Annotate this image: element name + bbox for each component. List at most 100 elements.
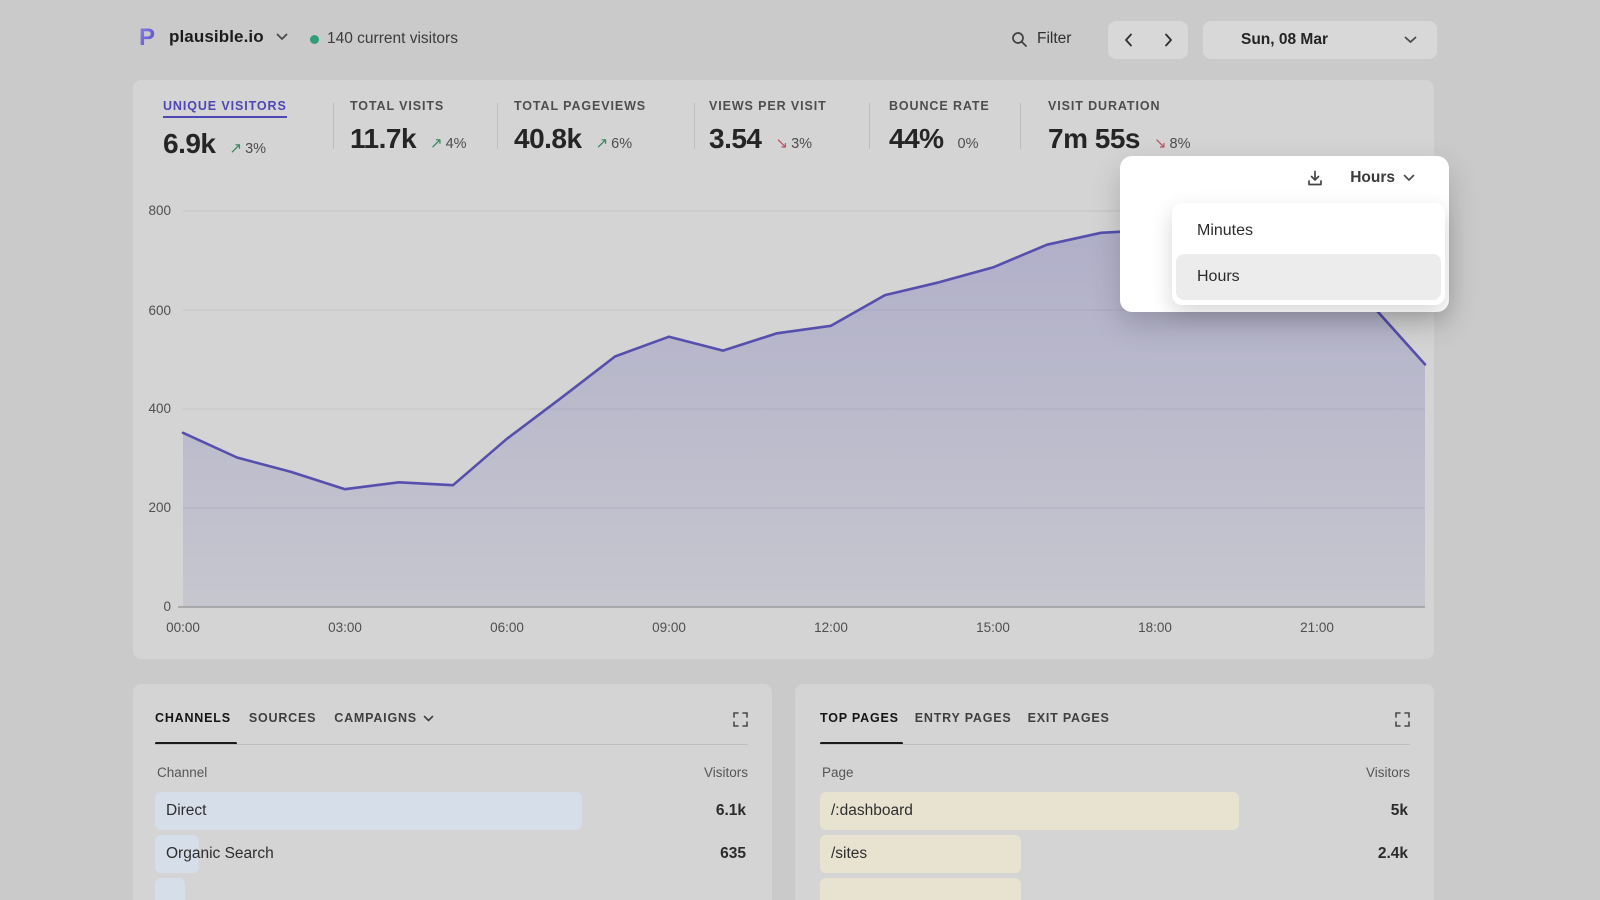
- tab-campaigns[interactable]: CAMPAIGNS: [334, 711, 434, 725]
- row-bar: [820, 792, 1239, 830]
- row-bar: [155, 878, 185, 900]
- y-tick-label: 600: [148, 303, 171, 318]
- expand-button[interactable]: [730, 709, 750, 729]
- fullscreen-icon: [1394, 711, 1410, 727]
- stat-value: 11.7k: [350, 123, 417, 154]
- divider: [155, 744, 748, 745]
- filter-label: Filter: [1037, 30, 1072, 47]
- download-icon: [1308, 170, 1323, 186]
- stat-value: 40.8k: [514, 123, 582, 154]
- x-tick-label: 15:00: [976, 620, 1010, 635]
- tab-exit-pages[interactable]: EXIT PAGES: [1027, 711, 1110, 725]
- date-nav: [1108, 21, 1188, 59]
- x-tick-label: 00:00: [166, 620, 200, 635]
- y-tick-label: 800: [148, 203, 171, 218]
- active-tab-underline: [155, 742, 237, 745]
- row-value: 2.4k: [1377, 845, 1408, 862]
- tab-entry-pages[interactable]: ENTRY PAGES: [914, 711, 1012, 725]
- x-tick-label: 03:00: [328, 620, 362, 635]
- y-tick-label: 0: [163, 599, 171, 614]
- stat-change: 0%: [957, 136, 979, 152]
- column-header-visitors: Visitors: [703, 765, 748, 780]
- stat-label: UNIQUE VISITORS: [163, 99, 287, 118]
- column-header-channel: Channel: [157, 765, 208, 780]
- stat-views-per-visit[interactable]: VIEWS PER VISIT 3.54 ↘ 3%: [709, 99, 827, 155]
- tab-top-pages[interactable]: TOP PAGES: [820, 711, 899, 725]
- divider: [694, 103, 695, 149]
- menu-item-minutes[interactable]: Minutes: [1197, 222, 1254, 239]
- site-switcher[interactable]: P plausible.io: [138, 24, 288, 50]
- stat-total-pageviews[interactable]: TOTAL PAGEVIEWS 40.8k ↗ 6%: [514, 99, 646, 155]
- interval-selector-button[interactable]: Hours: [1350, 169, 1415, 187]
- stat-value: 44%: [889, 123, 944, 154]
- menu-item-hours[interactable]: Hours: [1176, 254, 1441, 300]
- up-arrow-icon: ↗: [430, 135, 443, 152]
- stat-change: ↗ 6%: [595, 135, 633, 152]
- up-arrow-icon: ↗: [595, 135, 609, 152]
- prev-date-button[interactable]: [1108, 21, 1148, 59]
- date-picker-button[interactable]: Sun, 08 Mar: [1203, 21, 1437, 59]
- divider: [820, 744, 1410, 745]
- y-tick-label: 200: [148, 500, 171, 515]
- row-bar: [820, 835, 1021, 873]
- table-row[interactable]: /sites 2.4k: [820, 835, 1410, 873]
- divider: [1020, 103, 1021, 149]
- next-date-button[interactable]: [1148, 21, 1188, 59]
- stat-value: 3.54: [709, 123, 762, 154]
- stat-value: 6.9k: [163, 128, 216, 159]
- row-bar: [155, 792, 582, 830]
- active-tab-underline: [820, 742, 903, 745]
- divider: [869, 103, 870, 149]
- chevron-down-icon: [276, 33, 288, 40]
- stat-change: ↗ 3%: [229, 140, 267, 157]
- row-bar: [820, 878, 1021, 900]
- chevron-down-icon: [1403, 174, 1415, 181]
- chevron-right-icon: [1164, 33, 1172, 47]
- stat-bounce-rate[interactable]: BOUNCE RATE 44% 0%: [889, 99, 990, 155]
- plausible-logo-icon: P: [139, 24, 155, 50]
- x-tick-label: 12:00: [814, 620, 848, 635]
- table-row[interactable]: Direct 6.1k: [155, 792, 748, 830]
- filter-button[interactable]: Filter: [1011, 24, 1071, 54]
- stat-visit-duration[interactable]: VISIT DURATION 7m 55s ↘ 8%: [1048, 99, 1191, 155]
- stat-value: 7m 55s: [1048, 123, 1140, 154]
- expand-button[interactable]: [1392, 709, 1412, 729]
- channels-panel: CHANNELS SOURCES CAMPAIGNS Channel Visit…: [133, 684, 772, 900]
- interval-dropdown-menu: Minutes Hours: [1172, 203, 1445, 305]
- x-tick-label: 21:00: [1300, 620, 1334, 635]
- x-tick-label: 18:00: [1138, 620, 1172, 635]
- x-tick-label: 09:00: [652, 620, 686, 635]
- down-arrow-icon: ↘: [775, 135, 789, 152]
- search-icon: [1012, 31, 1027, 47]
- table-row[interactable]: Organic Search 635: [155, 835, 748, 873]
- interval-selected-label: Hours: [1350, 169, 1395, 186]
- stat-label: TOTAL PAGEVIEWS: [514, 99, 647, 113]
- stat-label: BOUNCE RATE: [889, 99, 990, 113]
- up-arrow-icon: ↗: [229, 140, 243, 157]
- tab-sources[interactable]: SOURCES: [248, 711, 317, 725]
- row-bar: [155, 835, 200, 873]
- table-row[interactable]: [820, 878, 1410, 900]
- tab-channels[interactable]: CHANNELS: [155, 711, 231, 725]
- stat-total-visits[interactable]: TOTAL VISITS 11.7k ↗ 4%: [350, 99, 467, 155]
- table-row[interactable]: [155, 878, 748, 900]
- tab-campaigns-label: CAMPAIGNS: [334, 711, 417, 725]
- row-label: Direct: [166, 802, 207, 819]
- stat-unique-visitors[interactable]: UNIQUE VISITORS 6.9k ↗ 3%: [163, 99, 287, 160]
- current-visitors[interactable]: 140 current visitors: [310, 24, 458, 54]
- download-button[interactable]: [1306, 169, 1324, 187]
- stat-change: ↘ 8%: [1153, 135, 1191, 152]
- stat-change: ↗ 4%: [430, 135, 467, 152]
- live-dot-icon: [310, 34, 319, 44]
- column-header-visitors: Visitors: [1365, 765, 1410, 780]
- divider: [497, 103, 498, 149]
- stat-label: TOTAL VISITS: [350, 99, 445, 113]
- chart-area-fill: [183, 226, 1425, 608]
- stat-change: ↘ 3%: [775, 135, 813, 152]
- stat-label: VISIT DURATION: [1048, 99, 1161, 113]
- row-value: 635: [720, 845, 746, 862]
- table-row[interactable]: /:dashboard 5k: [820, 792, 1410, 830]
- fullscreen-icon: [732, 711, 748, 727]
- pages-panel: TOP PAGES ENTRY PAGES EXIT PAGES Page Vi…: [795, 684, 1434, 900]
- row-label: Organic Search: [166, 845, 274, 862]
